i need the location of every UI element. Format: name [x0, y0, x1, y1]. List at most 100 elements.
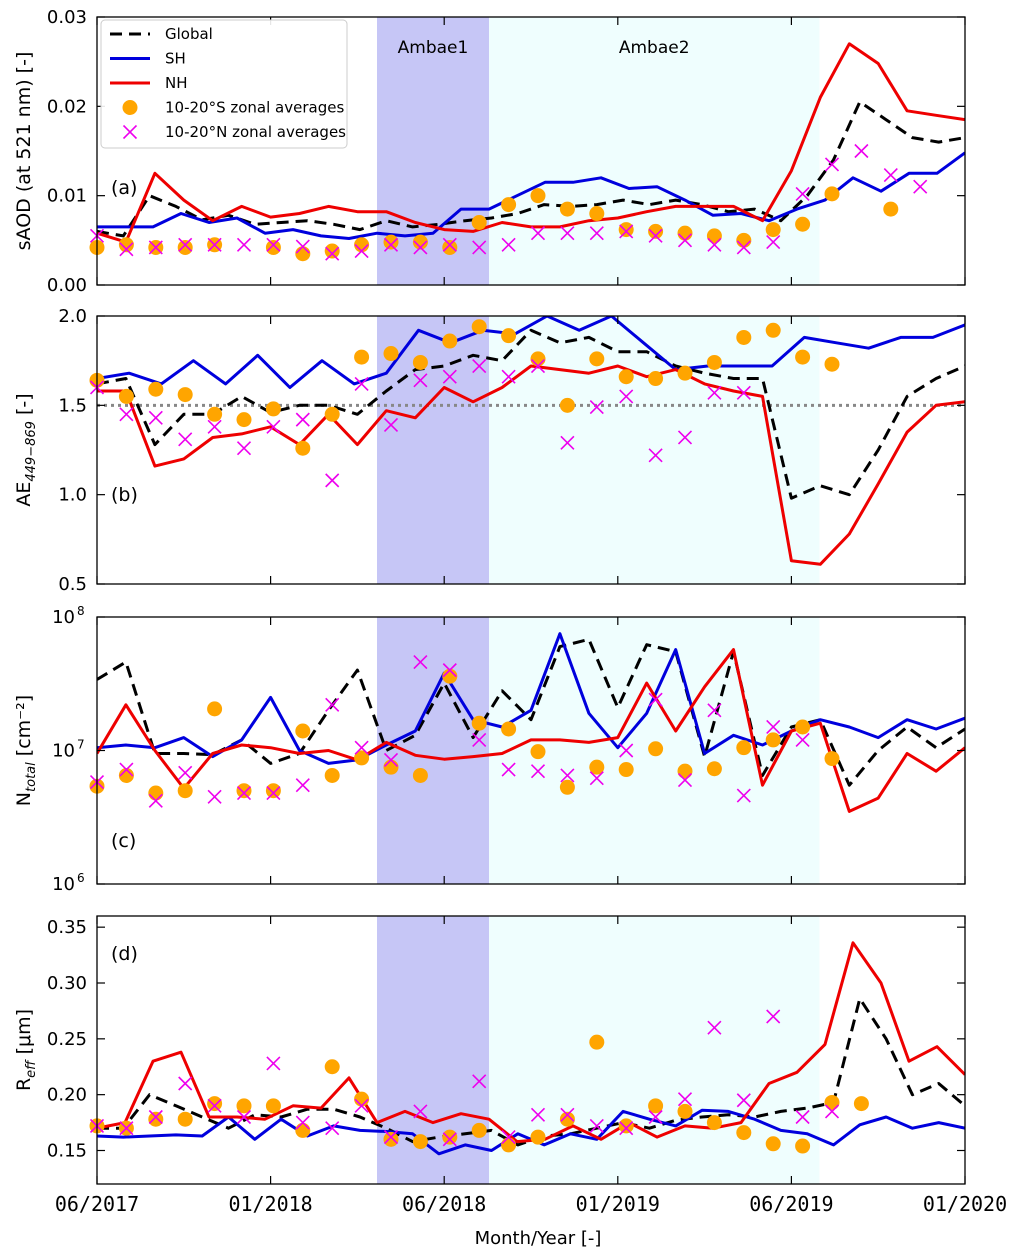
y-tick-label: 10	[52, 741, 75, 762]
point-s-zonal	[589, 206, 605, 222]
y-axis-label: Ntotal [cm⁻²]	[13, 695, 39, 806]
y-tick-label: 0.02	[47, 96, 87, 117]
point-s-zonal	[501, 1137, 517, 1153]
panel-label: (d)	[111, 943, 138, 965]
y-axis-label: sAOD (at 521 nm) [-]	[13, 52, 35, 251]
y-tick-label: 1.0	[58, 485, 87, 506]
point-s-zonal	[442, 668, 458, 684]
point-n-zonal	[295, 412, 310, 427]
point-s-zonal	[324, 243, 340, 259]
point-s-zonal	[265, 401, 281, 417]
point-n-zonal	[589, 400, 604, 415]
point-s-zonal	[295, 440, 311, 456]
point-n-zonal	[736, 385, 751, 400]
point-n-zonal	[501, 762, 516, 777]
point-n-zonal	[560, 435, 575, 450]
point-s-zonal	[265, 239, 281, 255]
point-n-zonal	[354, 740, 369, 755]
y-tick-exponent: 7	[77, 738, 85, 752]
point-n-zonal	[472, 1074, 487, 1089]
point-s-zonal	[324, 767, 340, 783]
point-s-zonal	[618, 222, 634, 238]
point-n-zonal	[913, 179, 928, 194]
point-n-zonal	[413, 373, 428, 388]
point-s-zonal	[471, 715, 487, 731]
point-n-zonal	[472, 732, 487, 747]
point-n-zonal	[560, 1107, 575, 1122]
point-s-zonal	[501, 721, 517, 737]
point-s-zonal	[383, 1131, 399, 1147]
point-n-zonal	[736, 1093, 751, 1108]
y-tick-label: 0.00	[47, 275, 87, 296]
point-n-zonal	[648, 692, 663, 707]
point-n-zonal	[619, 1121, 634, 1136]
point-s-zonal	[618, 1118, 634, 1134]
y-tick-label: 10	[52, 607, 75, 628]
y-tick-label: 0.25	[47, 1029, 87, 1050]
event-label: Ambae2	[619, 38, 690, 58]
point-n-zonal	[560, 226, 575, 241]
panel-label: (a)	[111, 177, 137, 199]
point-n-zonal	[707, 385, 722, 400]
legend-label: 10-20°N zonal averages	[165, 123, 346, 141]
x-tick-label: 06/2017	[55, 1192, 139, 1216]
event-band-ambae1	[377, 617, 489, 884]
point-s-zonal	[677, 365, 693, 381]
point-s-zonal	[354, 750, 370, 766]
series-line-global	[97, 328, 965, 500]
point-n-zonal	[472, 240, 487, 255]
point-s-zonal	[736, 232, 752, 248]
point-n-zonal	[795, 186, 810, 201]
point-n-zonal	[677, 430, 693, 445]
point-n-zonal	[736, 240, 751, 255]
point-s-zonal	[324, 1059, 340, 1075]
panel-label: (b)	[111, 484, 138, 506]
event-bands	[377, 17, 820, 1184]
panel-4: 0.15 0.20 0.25 0.30 0.35 Reff [μm] (d)	[13, 915, 966, 1185]
point-n-zonal	[325, 473, 340, 488]
series-line-sh	[97, 632, 965, 765]
point-n-zonal	[325, 246, 340, 261]
point-s-zonal	[589, 351, 605, 367]
point-s-zonal	[530, 744, 546, 760]
panel-label: (c)	[111, 830, 136, 852]
point-n-zonal	[413, 1104, 428, 1119]
point-s-zonal	[471, 1122, 487, 1138]
y-tick-label: 0.20	[47, 1085, 87, 1106]
point-n-zonal	[560, 768, 575, 783]
point-n-zonal	[295, 1115, 310, 1130]
point-n-zonal	[295, 778, 310, 793]
point-n-zonal	[178, 1076, 193, 1091]
point-s-zonal	[236, 1098, 252, 1114]
point-n-zonal	[472, 358, 487, 374]
legend-marker-n-zonal	[122, 124, 138, 140]
point-s-zonal	[118, 767, 134, 783]
point-n-zonal	[648, 448, 663, 463]
point-s-zonal	[853, 1096, 869, 1112]
point-s-zonal	[148, 381, 164, 397]
point-n-zonal	[295, 239, 310, 254]
point-s-zonal	[471, 214, 487, 230]
x-tick-label: 06/2019	[749, 1192, 833, 1216]
point-n-zonal	[325, 1121, 340, 1136]
point-s-zonal	[501, 197, 517, 213]
y-tick-label: 1.5	[58, 395, 87, 416]
point-s-zonal	[824, 1094, 840, 1110]
event-label: Ambae1	[398, 38, 469, 58]
point-s-zonal	[177, 1111, 193, 1127]
plot-frame	[96, 915, 966, 1185]
point-n-zonal	[266, 419, 281, 434]
point-n-zonal	[766, 719, 781, 735]
point-n-zonal	[325, 697, 340, 712]
y-tick-label: 0.35	[47, 917, 87, 938]
point-n-zonal	[207, 1098, 222, 1113]
y-tick-label: 0.01	[47, 186, 87, 207]
point-s-zonal	[706, 1115, 722, 1131]
point-n-zonal	[707, 237, 722, 252]
point-s-zonal	[618, 762, 634, 778]
panel-1: 0.00 0.01 0.02 0.03 sAOD (at 521 nm) [-] (a)	[13, 7, 966, 296]
point-n-zonal	[530, 358, 546, 374]
point-s-zonal	[295, 246, 311, 262]
point-s-zonal	[589, 759, 605, 775]
point-n-zonal	[707, 1020, 722, 1035]
